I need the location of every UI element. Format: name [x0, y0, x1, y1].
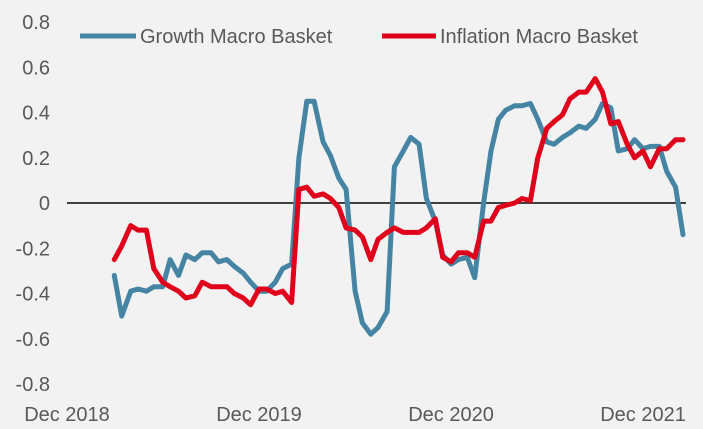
y-tick-label: 0.4	[22, 103, 50, 125]
x-tick-label: Dec 2018	[24, 404, 110, 426]
y-tick-label: 0.6	[22, 57, 50, 79]
y-axis-tick-labels: 0.8 0.6 0.4 0.2 0 -0.2 -0.4 -0.6 -0.8	[16, 12, 50, 396]
y-tick-label: -0.2	[16, 238, 50, 260]
y-tick-label: -0.6	[16, 329, 50, 351]
y-tick-label: -0.4	[16, 284, 50, 306]
legend-label-growth: Growth Macro Basket	[140, 26, 333, 48]
series-line-inflation	[111, 76, 686, 308]
x-axis-tick-labels: Dec 2018 Dec 2019 Dec 2020 Dec 2021	[24, 404, 686, 426]
y-tick-label: 0.8	[22, 12, 50, 34]
legend: Growth Macro Basket Inflation Macro Bask…	[80, 26, 638, 48]
series-line-growth	[111, 98, 686, 337]
legend-label-inflation: Inflation Macro Basket	[440, 26, 638, 48]
series-lines	[111, 76, 686, 337]
x-tick-label: Dec 2019	[216, 404, 302, 426]
x-tick-label: Dec 2021	[600, 404, 686, 426]
x-tick-label: Dec 2020	[408, 404, 494, 426]
y-tick-label: -0.8	[16, 374, 50, 396]
y-tick-label: 0	[39, 193, 50, 215]
y-tick-label: 0.2	[22, 148, 50, 170]
